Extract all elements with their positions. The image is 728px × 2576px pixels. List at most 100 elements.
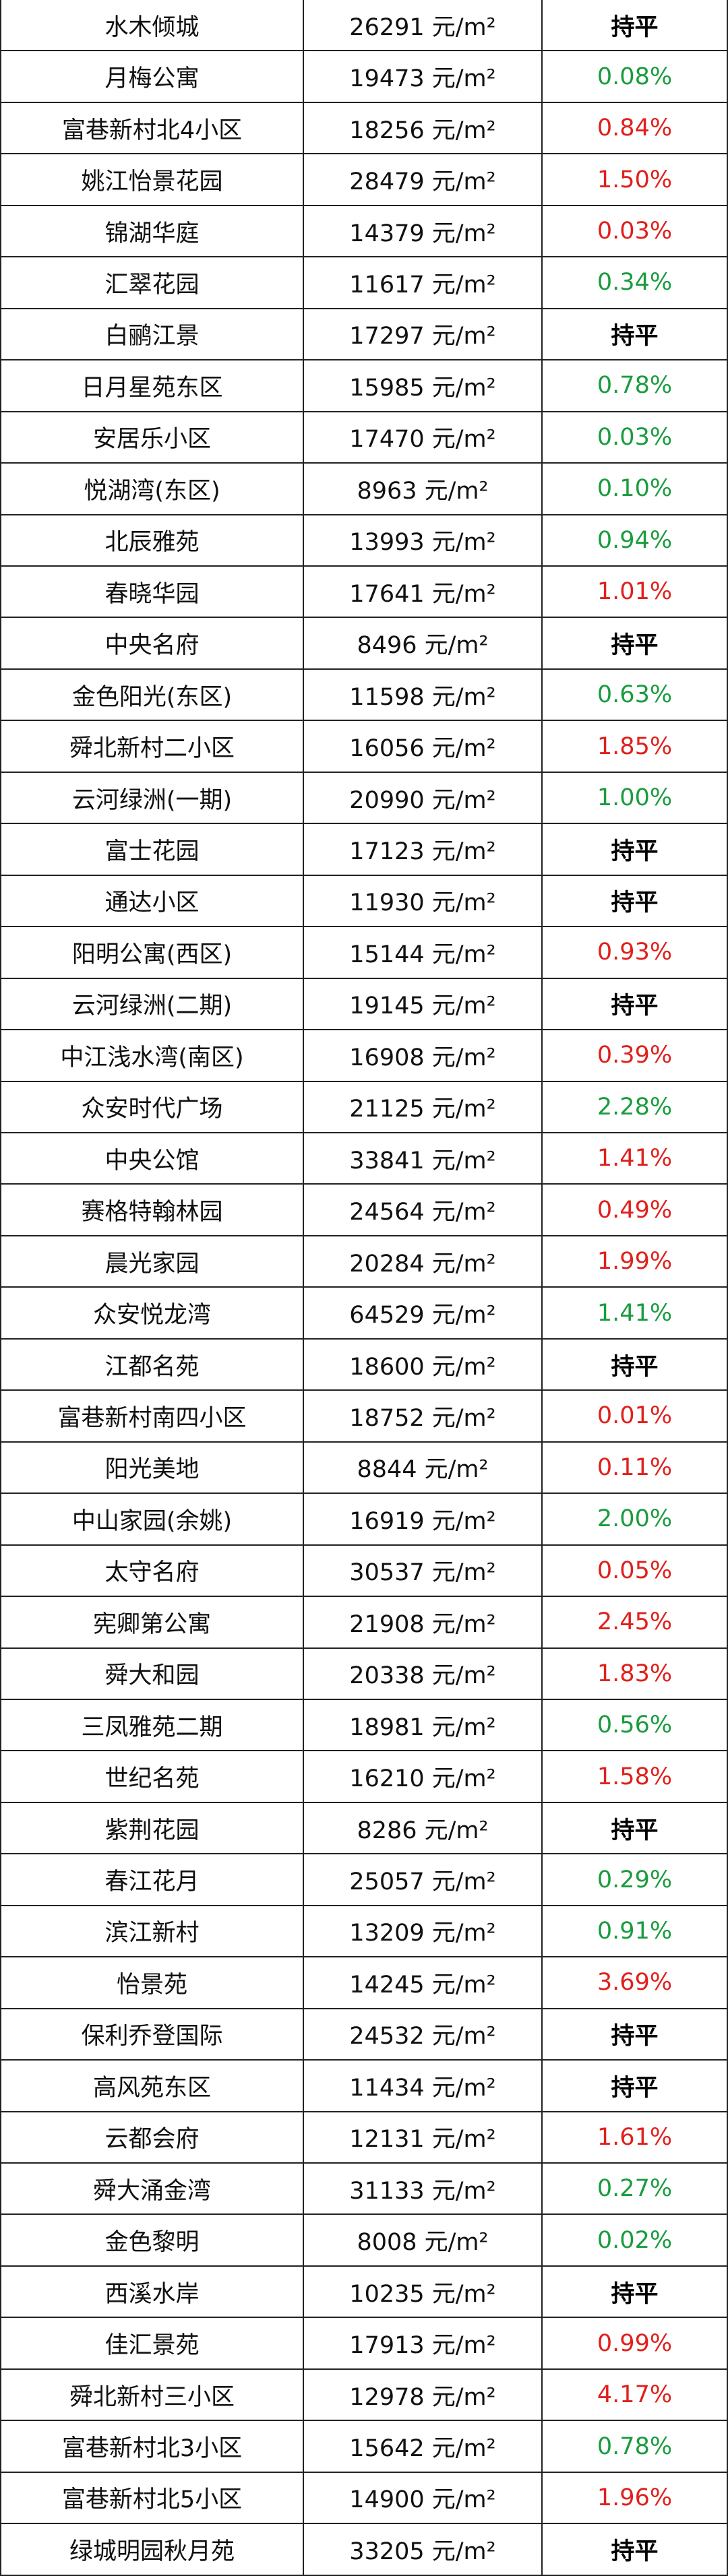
community-name: 三凤雅苑二期 [1, 1699, 304, 1751]
unit-price: 21908 元/m² [304, 1597, 543, 1647]
community-name: 佳汇景苑 [1, 2318, 304, 2368]
table-row: 晨光家园 20284 元/m² 1.99% [1, 1236, 727, 1288]
price-change: 持平 [611, 2280, 659, 2308]
price-change: 持平 [611, 889, 659, 917]
community-name: 舜北新村三小区 [1, 2369, 304, 2420]
table-row: 太守名府 30537 元/m² 0.05% [1, 1545, 727, 1598]
community-name: 悦湖湾(东区) [1, 464, 304, 514]
price-change: 2.28% [597, 1093, 673, 1121]
table-row: 金色黎明 8008 元/m² 0.02% [1, 2215, 727, 2267]
price-change: 0.02% [597, 2226, 673, 2254]
community-name: 宪卿第公寓 [1, 1597, 304, 1647]
table-row: 月梅公寓 19473 元/m² 0.08% [1, 51, 727, 103]
price-change: 1.85% [597, 732, 673, 760]
table-row: 中江浅水湾(南区) 16908 元/m² 0.39% [1, 1030, 727, 1082]
unit-price: 19145 元/m² [304, 978, 543, 1030]
community-name: 众安时代广场 [1, 1081, 304, 1132]
table-row: 阳明公寓(西区) 15144 元/m² 0.93% [1, 927, 727, 979]
price-change: 0.49% [597, 1196, 673, 1224]
table-row: 富巷新村南四小区 18752 元/m² 0.01% [1, 1391, 727, 1443]
table-row: 赛格特翰林园 24564 元/m² 0.49% [1, 1185, 727, 1236]
price-change: 0.29% [597, 1866, 673, 1893]
unit-price: 16908 元/m² [304, 1030, 543, 1081]
table-row: 锦湖华庭 14379 元/m² 0.03% [1, 206, 727, 258]
community-name: 北辰雅苑 [1, 515, 304, 565]
unit-price: 10235 元/m² [304, 2266, 543, 2317]
price-change: 3.69% [597, 1969, 673, 1997]
community-name: 众安悦龙湾 [1, 1288, 304, 1338]
community-name: 紫荆花园 [1, 1802, 304, 1854]
unit-price: 24564 元/m² [304, 1185, 543, 1235]
unit-price: 17297 元/m² [304, 309, 543, 360]
price-change: 0.94% [597, 526, 673, 554]
community-name: 太守名府 [1, 1545, 304, 1596]
unit-price: 12978 元/m² [304, 2369, 543, 2420]
price-change: 0.08% [597, 63, 673, 90]
community-name: 滨江新村 [1, 1906, 304, 1957]
price-change: 1.41% [597, 1299, 673, 1327]
community-name: 汇翠花园 [1, 257, 304, 308]
unit-price: 11598 元/m² [304, 669, 543, 720]
price-change: 0.93% [597, 939, 673, 966]
unit-price: 11434 元/m² [304, 2061, 543, 2111]
price-change: 持平 [611, 2023, 659, 2050]
unit-price: 8286 元/m² [304, 1802, 543, 1854]
price-change: 持平 [611, 1817, 659, 1844]
unit-price: 13209 元/m² [304, 1906, 543, 1957]
unit-price: 17470 元/m² [304, 412, 543, 463]
price-change: 1.96% [597, 2484, 673, 2511]
community-name: 高风苑东区 [1, 2061, 304, 2111]
community-name: 西溪水岸 [1, 2266, 304, 2317]
unit-price: 20284 元/m² [304, 1236, 543, 1287]
community-name: 世纪名苑 [1, 1751, 304, 1802]
price-change: 2.45% [597, 1608, 673, 1636]
unit-price: 11930 元/m² [304, 875, 543, 926]
table-row: 众安时代广场 21125 元/m² 2.28% [1, 1081, 727, 1133]
community-name: 中央名府 [1, 618, 304, 668]
table-row: 世纪名苑 16210 元/m² 1.58% [1, 1751, 727, 1803]
price-change: 4.17% [597, 2381, 673, 2409]
price-change: 0.39% [597, 1042, 673, 1069]
table-row: 富巷新村北3小区 15642 元/m² 0.78% [1, 2421, 727, 2473]
community-name: 舜大和园 [1, 1648, 304, 1699]
table-row: 富巷新村北4小区 18256 元/m² 0.84% [1, 102, 727, 155]
table-row: 中山家园(余姚) 16919 元/m² 2.00% [1, 1494, 727, 1546]
price-change: 0.03% [597, 423, 673, 451]
price-change: 1.01% [597, 578, 673, 606]
unit-price: 15144 元/m² [304, 927, 543, 978]
unit-price: 12131 元/m² [304, 2112, 543, 2163]
price-change: 0.34% [597, 269, 673, 296]
table-row: 高风苑东区 11434 元/m² 持平 [1, 2061, 727, 2112]
unit-price: 20338 元/m² [304, 1648, 543, 1699]
price-change: 0.84% [597, 115, 673, 142]
price-change: 持平 [611, 323, 659, 350]
community-name: 水木倾城 [1, 0, 304, 51]
unit-price: 24532 元/m² [304, 2009, 543, 2060]
table-row: 舜大和园 20338 元/m² 1.83% [1, 1648, 727, 1700]
unit-price: 17913 元/m² [304, 2318, 543, 2368]
table-row: 悦湖湾(东区) 8963 元/m² 0.10% [1, 464, 727, 515]
table-row: 保利乔登国际 24532 元/m² 持平 [1, 2009, 727, 2061]
unit-price: 16919 元/m² [304, 1494, 543, 1544]
price-change: 2.00% [597, 1505, 673, 1533]
table-row: 富士花园 17123 元/m² 持平 [1, 824, 727, 876]
price-change: 0.11% [597, 1453, 673, 1481]
table-row: 云河绿洲(一期) 20990 元/m² 1.00% [1, 772, 727, 825]
price-change: 0.01% [597, 1402, 673, 1430]
price-change: 0.56% [597, 1711, 673, 1739]
community-name: 中山家园(余姚) [1, 1494, 304, 1544]
table-row: 富巷新村北5小区 14900 元/m² 1.96% [1, 2472, 727, 2525]
community-name: 云河绿洲(二期) [1, 978, 304, 1030]
community-name: 锦湖华庭 [1, 206, 304, 257]
community-name: 富士花园 [1, 824, 304, 875]
table-row: 宪卿第公寓 21908 元/m² 2.45% [1, 1597, 727, 1649]
unit-price: 15642 元/m² [304, 2421, 543, 2472]
table-row: 汇翠花园 11617 元/m² 0.34% [1, 257, 727, 309]
table-row: 江都名苑 18600 元/m² 持平 [1, 1339, 727, 1391]
price-change: 持平 [611, 838, 659, 865]
table-row: 金色阳光(东区) 11598 元/m² 0.63% [1, 669, 727, 722]
table-row: 舜北新村二小区 16056 元/m² 1.85% [1, 721, 727, 773]
unit-price: 8496 元/m² [304, 618, 543, 668]
table-row: 怡景苑 14245 元/m² 3.69% [1, 1957, 727, 2009]
unit-price: 13993 元/m² [304, 515, 543, 565]
